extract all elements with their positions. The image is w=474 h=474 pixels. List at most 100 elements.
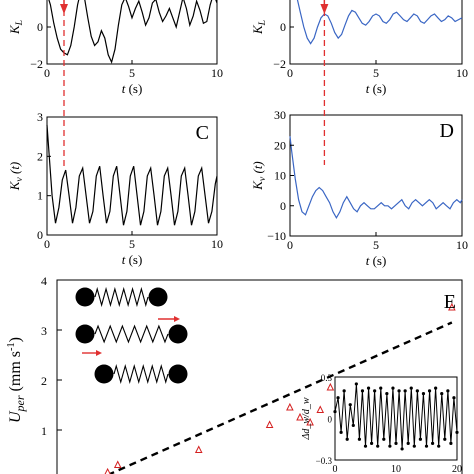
E-y-axis-label: Uper (mm s-1) [6, 337, 27, 423]
inset-data-point [348, 403, 352, 407]
E-spring-icon [113, 363, 169, 385]
inset-data-point [440, 392, 444, 396]
inset-data-point [434, 386, 438, 390]
inset-data-point [452, 396, 456, 400]
inset-data-point [437, 444, 441, 448]
inset-data-point [363, 444, 368, 448]
D-series-line [289, 136, 463, 220]
A-axes-frame [46, 0, 218, 65]
inset-data-point [357, 437, 361, 441]
inset-data-point [415, 389, 419, 393]
E-ball-icon [168, 324, 188, 344]
inset-data-point [449, 441, 453, 445]
E-data-point [265, 420, 274, 428]
inset-ytick-label: 0.3 [321, 373, 333, 383]
inset-data-point [370, 441, 374, 445]
D-xtick-label: 5 [373, 238, 379, 252]
D-ytick-label: 0 [280, 199, 286, 213]
E-data-point [326, 382, 335, 391]
B-ytick-label: −2 [273, 57, 286, 71]
A-xtick-label: 0 [44, 66, 50, 80]
E-data-point [113, 460, 122, 468]
C-xtick-label: 0 [44, 237, 50, 251]
D-ytick-label: 30 [274, 108, 286, 122]
E-ytick-label: 4 [41, 274, 47, 288]
inset-data-point [400, 447, 404, 451]
E-ytick-label: 1 [41, 424, 47, 438]
B-ytick-label: 0 [280, 20, 286, 34]
inset-data-point [397, 389, 401, 393]
E-panel-label: E [444, 291, 456, 313]
E-data-point [194, 445, 203, 453]
inset-data-point [342, 389, 346, 393]
inset-data-point [431, 441, 435, 445]
inset-xtick-label: 10 [391, 464, 401, 474]
A-ytick-label: 0 [37, 20, 43, 34]
C-ytick-label: 1 [37, 189, 43, 203]
inset-data-point [373, 389, 377, 393]
C-axes-frame [46, 116, 218, 236]
inset-data-point [418, 437, 422, 441]
C-ytick-label: 3 [37, 110, 43, 124]
panel-C: t (s) Kv (t) C [7, 116, 218, 267]
inset-data-point [379, 386, 383, 390]
E-data-point [448, 302, 456, 311]
inset-data-point [382, 437, 386, 441]
C-series-line [46, 124, 218, 226]
A-x-axis-label: t (s) [122, 81, 143, 96]
E-fit-line [107, 321, 453, 474]
inset-data-point [446, 389, 450, 393]
D-ytick-label: −10 [267, 229, 286, 243]
E-data-point [296, 412, 304, 421]
inset-data-point [406, 441, 410, 445]
A-ytick-label: −2 [30, 57, 43, 71]
inset-data-point [336, 396, 340, 400]
E-ball-icon [94, 364, 114, 384]
inset-data-point [443, 437, 447, 441]
inset-data-point [351, 423, 355, 428]
inset-data-point [366, 386, 371, 390]
inset-data-point [412, 444, 416, 448]
inset-y-axis-label: Δd_w/d_w [301, 397, 312, 440]
inset-data-point [354, 382, 358, 386]
A-xtick-label: 10 [211, 66, 223, 80]
E-ball-icon [75, 324, 95, 344]
D-xtick-label: 0 [287, 238, 293, 252]
inset-data-point [360, 389, 365, 393]
D-axes-frame [289, 114, 463, 237]
E-arrow-icon [96, 350, 102, 356]
B-xtick-label: 5 [373, 66, 379, 80]
inset-data-point [345, 437, 349, 441]
inset-data-point [388, 444, 392, 448]
A-series-line [48, 0, 218, 64]
D-xtick-label: 10 [456, 238, 468, 252]
inset-xtick-label: 0 [333, 464, 338, 474]
E-ball-icon [75, 287, 95, 307]
inset-data-point [421, 392, 426, 396]
inset-data-point [409, 386, 413, 390]
inset-data-point [333, 409, 337, 414]
E-spring-icon [94, 286, 149, 308]
E-inset: 0 10 20−0.300.3Δd_w/d_w [301, 373, 462, 474]
inset-ytick-label: −0.3 [316, 456, 333, 466]
panel-A: t (s) KL [7, 0, 218, 96]
B-series-line [296, 0, 463, 45]
C-panel-label: C [196, 122, 209, 144]
C-xtick-label: 5 [129, 237, 135, 251]
D-ytick-label: 20 [274, 138, 286, 152]
inset-data-point [376, 444, 380, 448]
E-ball-icon [148, 287, 168, 307]
inset-data-point [424, 444, 429, 448]
inset-data-point [385, 392, 389, 396]
C-y-axis-label: Kv (t) [7, 162, 25, 192]
inset-ytick-label: 0 [328, 415, 333, 425]
inset-data-point [394, 441, 398, 445]
C-x-axis-label: t (s) [122, 252, 143, 267]
E-data-point [104, 467, 111, 474]
E-data-point [316, 405, 325, 413]
E-arrow-icon [174, 316, 180, 322]
C-ytick-label: 2 [37, 149, 43, 163]
panel-E: 1 2 3 4 Uper (mm s-1) E [6, 274, 463, 474]
inset-xtick-label: 20 [452, 464, 462, 474]
inset-data-point [403, 389, 407, 393]
